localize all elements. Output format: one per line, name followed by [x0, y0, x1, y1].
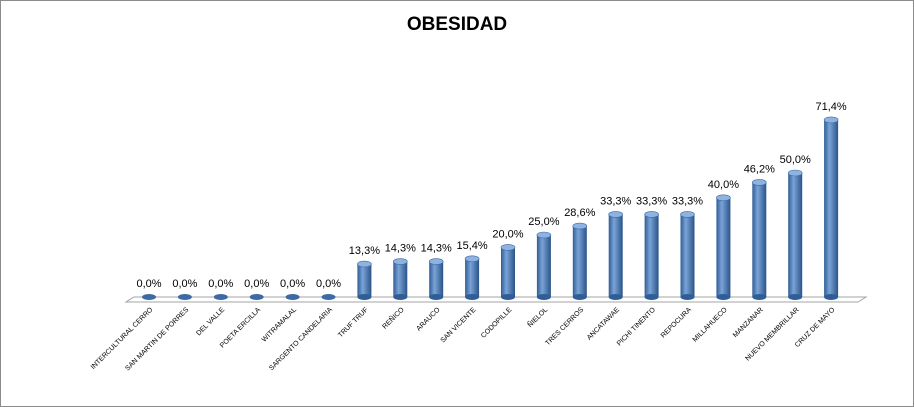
category-label-cruz-de-mayo: CRUZ DE MAYO [794, 306, 837, 349]
bar-codopille [500, 244, 516, 300]
category-label-del-valle: DEL VALLE [195, 306, 226, 337]
category-label-ancatawae: ANCATAWAE [586, 306, 621, 341]
bar-pichi-tinento [644, 211, 659, 300]
data-label-renico: 14,3% [385, 243, 416, 255]
bar-poeta-ercilla [249, 294, 264, 300]
bar-tres-cerros [572, 222, 588, 300]
category-label-sargento-candelaria: SARGENTO CANDELARIA [268, 306, 334, 372]
bar-witramalal [285, 294, 300, 300]
data-label-intercultural-cerro: 0,0% [136, 278, 161, 290]
data-label-nuevo-membrillar: 50,0% [780, 154, 811, 166]
data-label-millahueco: 40,0% [708, 179, 739, 191]
data-label-san-vicente: 15,4% [456, 240, 487, 252]
bar-renico [392, 258, 408, 300]
category-label-millahueco: MILLAHUECO [692, 306, 730, 344]
category-label-witramalal: WITRAMALAL [261, 306, 298, 343]
bar-cruz-de-mayo [823, 116, 839, 300]
category-label-san-martin-de-porres: SAN MARTIN DE PORRES [124, 306, 190, 372]
category-label-codopille: CODOPILLE [480, 306, 514, 340]
bar-intercultural-cerro [142, 294, 156, 300]
category-label-intercultural-cerro: INTERCULTURAL CERRO [90, 306, 155, 371]
data-label-del-valle: 0,0% [208, 278, 233, 290]
data-label-poeta-ercilla: 0,0% [244, 278, 269, 290]
bars-group [142, 116, 839, 300]
bar-san-vicente [464, 255, 480, 300]
category-label-poeta-ercilla: POETA ERCILLA [219, 306, 262, 349]
bar-san-martin-de-porres [177, 294, 192, 300]
data-label-repocura: 33,3% [672, 195, 703, 207]
category-label-manzanar: MANZANAR [732, 306, 765, 339]
chart-title: OBESIDAD [406, 14, 508, 35]
data-labels-group: 0,0% 0,0% 0,0% 0,0% 0,0% 0,0% 13,3% 14,3% 14,3% 1… [136, 101, 846, 290]
data-label-sargento-candelaria: 0,0% [316, 278, 341, 290]
bar-manzanar [751, 179, 767, 300]
data-label-truf-truf: 13,3% [349, 245, 380, 257]
category-label-pichi-tinento: PICHI TINENTO [616, 306, 657, 347]
category-label-renico: REÑICO [380, 305, 406, 331]
bar-millahueco [716, 194, 731, 300]
data-label-san-martin-de-porres: 0,0% [172, 278, 197, 290]
data-label-pichi-tinento: 33,3% [636, 195, 667, 207]
category-label-san-vicente: SAN VICENTE [440, 306, 478, 344]
data-label-ancatawae: 33,3% [600, 195, 631, 207]
category-label-truf-truf: TRUF TRUF [337, 306, 370, 339]
category-label-repocura: REPOCURA [660, 306, 693, 339]
bar-truf-truf [357, 260, 372, 300]
bar-sargento-candelaria [321, 294, 336, 300]
category-label-arauco: ARAUCO [415, 306, 442, 333]
bar-ancatawae [608, 211, 624, 300]
bar-nielol [536, 231, 552, 300]
bar-nuevo-membrillar [787, 169, 803, 300]
data-label-arauco: 14,3% [421, 243, 452, 255]
bar-del-valle [213, 294, 228, 300]
data-label-codopille: 20,0% [492, 228, 523, 240]
data-label-nielol: 25,0% [528, 216, 559, 228]
data-label-witramalal: 0,0% [280, 278, 305, 290]
category-label-tres-cerros: TRES CERROS [545, 306, 586, 347]
bar-repocura [680, 211, 695, 300]
data-label-tres-cerros: 28,6% [564, 207, 595, 219]
category-label-nielol: ÑIELOL [525, 305, 549, 329]
bar-arauco [428, 258, 444, 300]
data-label-manzanar: 46,2% [744, 163, 775, 175]
data-label-cruz-de-mayo: 71,4% [815, 101, 846, 113]
